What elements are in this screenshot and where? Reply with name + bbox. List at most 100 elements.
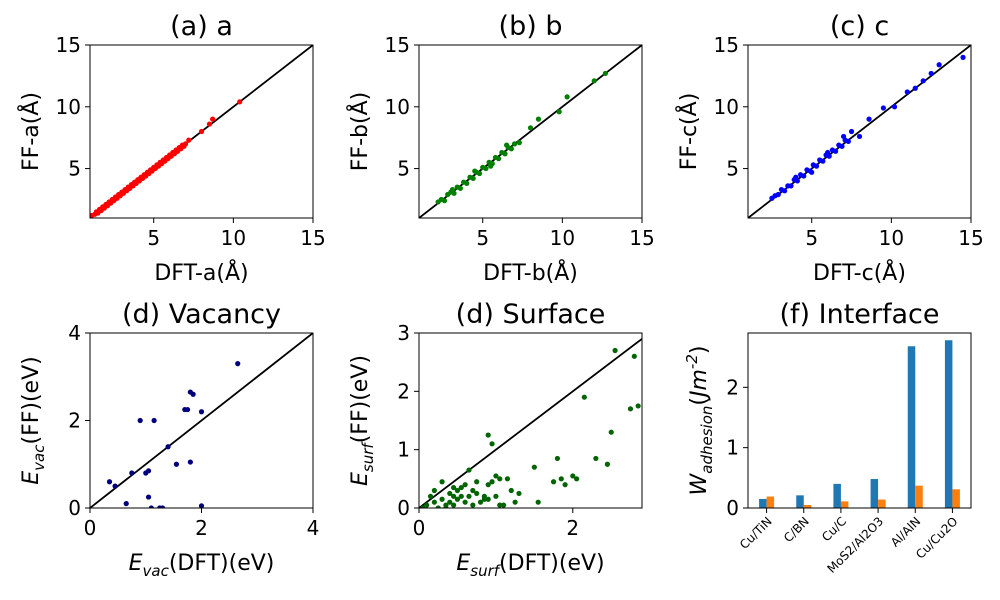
data-point — [593, 455, 599, 462]
data-point — [496, 156, 502, 162]
x-tick-label: 10 — [879, 226, 904, 250]
data-point — [809, 169, 815, 175]
axes-frame — [418, 44, 643, 219]
data-point — [635, 403, 641, 409]
data-point — [936, 62, 942, 68]
x-tick-label: 2 — [195, 516, 208, 540]
data-point — [904, 89, 910, 95]
label-paren: ( — [687, 397, 712, 406]
data-point — [449, 186, 456, 193]
data-point — [550, 479, 557, 485]
axes-frame — [747, 332, 972, 509]
bar — [878, 499, 886, 508]
data-point — [447, 490, 453, 497]
plot-area — [759, 340, 960, 508]
x-axis-label: Evac(DFT)(eV) — [129, 551, 275, 580]
axes-frame — [89, 44, 314, 219]
bar — [952, 489, 960, 508]
data-point — [190, 391, 196, 397]
x-axis-label: Esurf(DFT)(eV) — [456, 551, 604, 580]
data-point — [420, 505, 426, 508]
x-tick-label: 15 — [958, 226, 983, 250]
data-point — [431, 499, 437, 505]
data-point — [502, 151, 508, 157]
x-tick-label: C/BN — [781, 514, 812, 545]
axes-frame — [747, 44, 972, 219]
x-tick-label: 10 — [221, 226, 246, 250]
data-point — [159, 505, 166, 508]
data-point — [912, 85, 918, 91]
x-tick-label: 4 — [307, 516, 320, 540]
data-point — [775, 191, 781, 198]
data-point — [562, 482, 568, 488]
data-point — [112, 483, 118, 489]
data-point — [441, 198, 448, 204]
data-point — [148, 505, 154, 508]
label-subscript: surf — [359, 441, 377, 472]
label-symbol: E — [456, 551, 470, 576]
data-point — [497, 502, 503, 508]
data-point — [483, 165, 489, 172]
data-point — [788, 183, 794, 189]
data-point — [443, 505, 449, 508]
label-subscript: surf — [470, 562, 501, 580]
data-point — [535, 116, 542, 122]
data-point — [825, 149, 831, 156]
panel-b: (b) b 5 10 15 DFT-b(Å) 5 10 15 FF-b(Å) — [346, 11, 655, 286]
bar — [766, 496, 775, 508]
label-subscript: vac — [30, 444, 48, 471]
data-point — [458, 493, 464, 499]
data-point — [960, 54, 966, 60]
data-point — [793, 174, 799, 180]
bar — [915, 485, 923, 508]
plot-area — [419, 45, 642, 218]
data-point — [856, 133, 863, 140]
data-point — [198, 503, 205, 508]
y-tick-label: 5 — [397, 157, 410, 181]
data-point — [145, 468, 152, 474]
data-point — [477, 499, 484, 505]
data-point — [470, 502, 476, 508]
data-point — [833, 148, 839, 154]
y-axis-label: Esurf(FF)(eV) — [348, 355, 377, 486]
data-point — [493, 493, 499, 499]
data-point — [591, 78, 597, 84]
data-point — [235, 361, 241, 367]
y-tick-label: 5 — [726, 157, 739, 181]
data-point — [504, 142, 510, 148]
chart-title: (d) Vacancy — [122, 299, 281, 330]
data-point — [184, 406, 191, 413]
data-point — [476, 170, 483, 177]
data-point — [129, 470, 135, 476]
data-point — [237, 99, 243, 105]
data-point — [186, 137, 192, 143]
label-symbol: E — [348, 472, 373, 486]
y-tick-label: 15 — [714, 33, 739, 57]
data-point — [782, 188, 788, 194]
data-point — [608, 429, 614, 435]
y-axis-label: Wadhesion(Jm-2) — [683, 346, 716, 496]
plot-area — [419, 337, 642, 508]
data-point — [462, 499, 468, 505]
y-axis-label: FF-b(Å) — [346, 92, 373, 171]
data-point — [512, 499, 518, 505]
y-tick-label: 0 — [397, 496, 410, 520]
label-symbol: E — [129, 551, 143, 576]
data-point — [485, 482, 491, 488]
data-point — [198, 128, 205, 135]
data-point — [206, 121, 213, 127]
axes-frame — [418, 332, 643, 509]
data-point — [481, 493, 487, 499]
data-point — [845, 138, 851, 144]
data-point — [604, 461, 610, 467]
x-tick-label: 5 — [147, 226, 160, 250]
data-point — [508, 146, 514, 152]
y-axis-label: FF-a(Å) — [17, 92, 44, 171]
data-point — [866, 116, 872, 122]
y-tick-label: 4 — [68, 321, 81, 345]
x-tick-label: 5 — [805, 226, 818, 250]
y-tick-label: 2 — [397, 379, 410, 403]
data-point — [527, 125, 534, 131]
x-axis-label: DFT-b(Å) — [483, 259, 578, 286]
